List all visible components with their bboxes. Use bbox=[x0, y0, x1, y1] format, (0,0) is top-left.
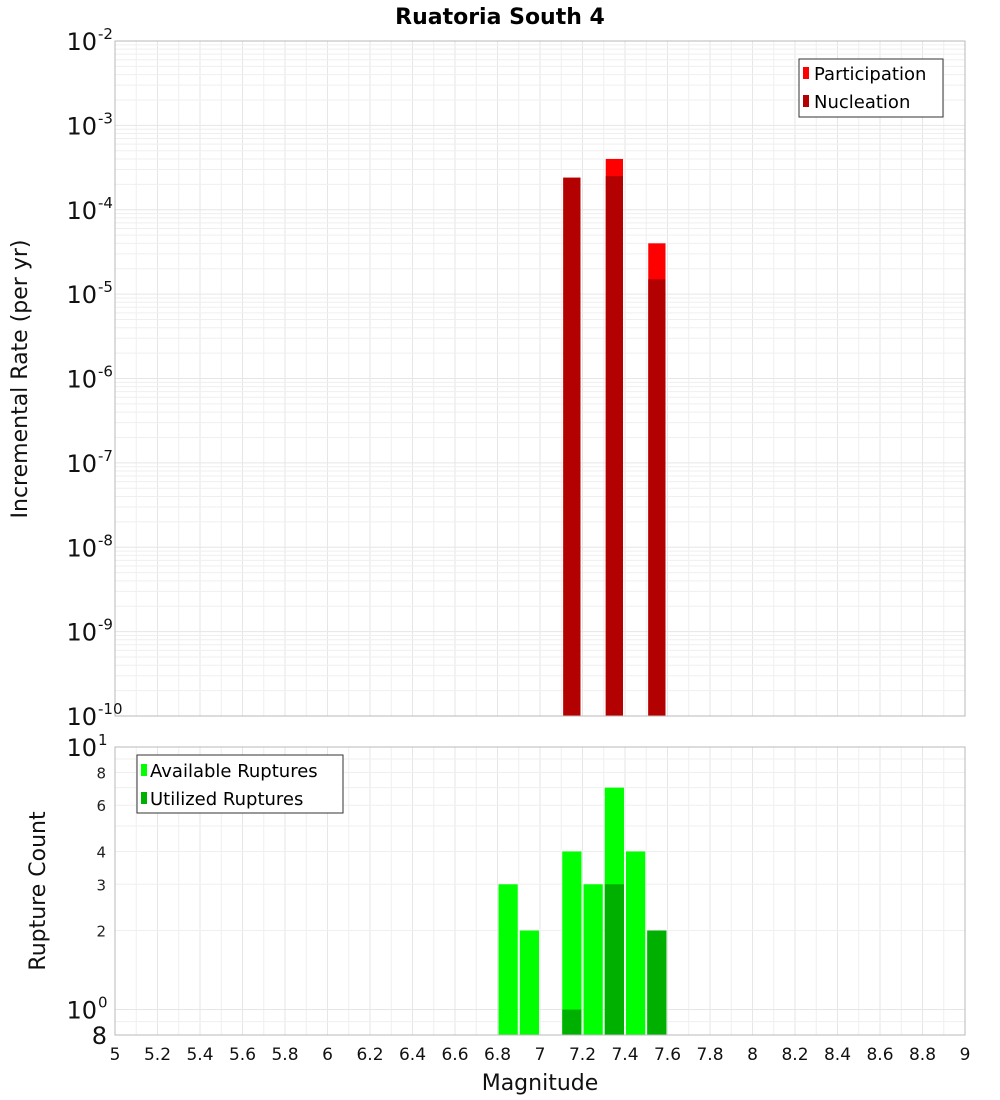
x-tick-label: 6.8 bbox=[484, 1045, 511, 1065]
bottom-y-minor-tick-label: 8 bbox=[92, 1022, 107, 1050]
nucleation-bar bbox=[563, 177, 581, 716]
bottom-y-axis-label: Rupture Count bbox=[26, 811, 51, 971]
x-tick-label: 6.4 bbox=[399, 1045, 426, 1065]
bottom-y-minor-tick-label: 4 bbox=[96, 843, 106, 861]
x-tick-label: 8 bbox=[747, 1045, 758, 1065]
legend-participation-label: Participation bbox=[814, 64, 926, 85]
available-ruptures-bar bbox=[562, 851, 582, 1035]
top-y-tick-exponent: -4 bbox=[98, 194, 113, 212]
x-tick-label: 8.4 bbox=[824, 1045, 851, 1065]
x-tick-label: 5.2 bbox=[144, 1045, 171, 1065]
top-y-tick-exponent: -8 bbox=[98, 531, 113, 549]
top-y-tick-label: 10 bbox=[66, 703, 97, 731]
x-tick-label: 7.2 bbox=[569, 1045, 596, 1065]
top-bars bbox=[563, 158, 666, 717]
top-y-tick-label: 10 bbox=[66, 28, 97, 56]
legend-nucleation-label: Nucleation bbox=[814, 92, 910, 113]
x-tick-label: 5 bbox=[110, 1045, 121, 1065]
top-y-tick-exponent: -7 bbox=[98, 447, 113, 465]
top-y-tick-label: 10 bbox=[66, 197, 97, 225]
bottom-y-tick-label: 10 bbox=[66, 997, 97, 1025]
top-y-tick-exponent: -6 bbox=[98, 363, 113, 381]
top-y-tick-label: 10 bbox=[66, 619, 97, 647]
x-tick-label: 8.6 bbox=[866, 1045, 893, 1065]
bottom-legend: Available Ruptures Utilized Ruptures bbox=[136, 754, 344, 814]
bottom-legend-box bbox=[136, 754, 344, 814]
legend-available-swatch bbox=[141, 764, 147, 776]
top-y-tick-exponent: -2 bbox=[98, 25, 113, 43]
top-y-tick-label: 10 bbox=[66, 534, 97, 562]
x-tick-label: 8.8 bbox=[909, 1045, 936, 1065]
legend-available-label: Available Ruptures bbox=[150, 761, 318, 782]
top-y-tick-exponent: -10 bbox=[98, 700, 123, 718]
top-y-tick-label: 10 bbox=[66, 281, 97, 309]
bottom-y-minor-tick-label: 2 bbox=[96, 923, 106, 941]
bottom-y-tick-exponent: 1 bbox=[98, 731, 108, 749]
top-legend: Participation Nucleation bbox=[798, 58, 944, 118]
x-tick-label: 6 bbox=[322, 1045, 333, 1065]
legend-participation-swatch bbox=[803, 67, 809, 79]
x-tick-label: 6.6 bbox=[441, 1045, 468, 1065]
x-tick-label: 8.2 bbox=[781, 1045, 808, 1065]
nucleation-bar bbox=[648, 279, 666, 716]
x-tick-label: 7.4 bbox=[611, 1045, 638, 1065]
top-y-tick-exponent: -5 bbox=[98, 278, 113, 296]
legend-utilized-label: Utilized Ruptures bbox=[150, 789, 303, 810]
bottom-y-minor-tick-label: 3 bbox=[96, 876, 106, 894]
legend-nucleation-swatch bbox=[803, 95, 809, 107]
bottom-y-minor-tick-label: 6 bbox=[96, 797, 106, 815]
x-tick-label: 5.6 bbox=[229, 1045, 256, 1065]
x-tick-label: 5.4 bbox=[186, 1045, 213, 1065]
available-ruptures-bar bbox=[583, 884, 603, 1035]
top-legend-box bbox=[798, 58, 944, 118]
top-plot-frame bbox=[114, 40, 966, 717]
available-ruptures-bar bbox=[626, 851, 646, 1035]
x-tick-label: 7 bbox=[535, 1045, 546, 1065]
x-tick-labels: 5 5.2 5.4 5.6 5.8 6 6.2 6.4 6.6 6.8 7 7.2 7.4 7.6 7.8 8… bbox=[110, 1045, 971, 1065]
top-y-tick-label: 10 bbox=[66, 112, 97, 140]
bottom-bars bbox=[498, 787, 667, 1035]
nucleation-bar bbox=[605, 176, 623, 716]
available-ruptures-bar bbox=[519, 930, 539, 1035]
utilized-ruptures-bar bbox=[604, 884, 624, 1035]
top-y-tick-label: 10 bbox=[66, 450, 97, 478]
x-tick-label: 7.8 bbox=[696, 1045, 723, 1065]
top-grid bbox=[114, 41, 966, 717]
bottom-plot-frame bbox=[114, 746, 966, 1036]
legend-utilized-swatch bbox=[141, 792, 147, 804]
x-tick-label: 9 bbox=[960, 1045, 971, 1065]
top-y-axis-label: Incremental Rate (per yr) bbox=[8, 240, 33, 519]
x-tick-label: 6.2 bbox=[356, 1045, 383, 1065]
top-y-tick-label: 10 bbox=[66, 366, 97, 394]
x-tick-label: 5.8 bbox=[271, 1045, 298, 1065]
x-tick-label: 7.6 bbox=[654, 1045, 681, 1065]
bottom-y-tick-label: 10 bbox=[66, 734, 97, 762]
top-y-tick-exponent: -9 bbox=[98, 616, 113, 634]
chart-title: Ruatoria South 4 bbox=[395, 5, 605, 30]
top-y-tick-exponent: -3 bbox=[98, 109, 113, 127]
available-ruptures-bar bbox=[498, 884, 518, 1035]
bottom-y-tick-exponent: 0 bbox=[98, 994, 108, 1012]
x-axis-label: Magnitude bbox=[482, 1071, 599, 1096]
bottom-grid bbox=[114, 747, 966, 1036]
utilized-ruptures-bar bbox=[562, 1009, 582, 1035]
bottom-y-minor-tick-label: 8 bbox=[96, 764, 106, 782]
utilized-ruptures-bar bbox=[647, 930, 667, 1035]
